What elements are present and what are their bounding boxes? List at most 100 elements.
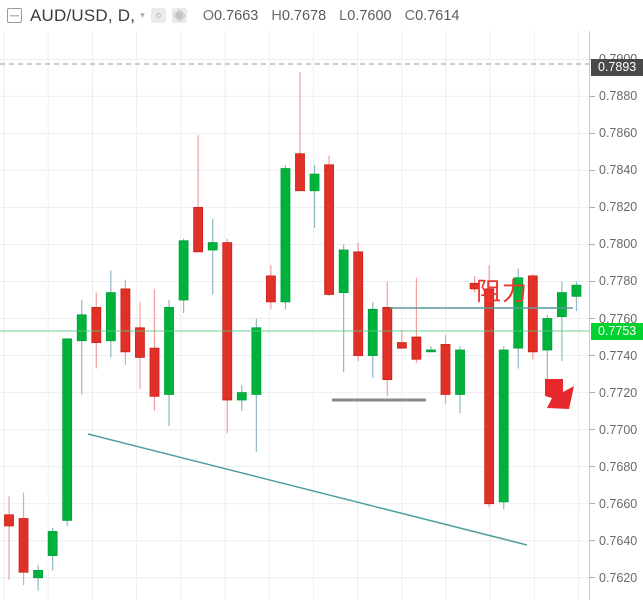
price-tick: 0.7860	[590, 126, 643, 141]
candlestick-series	[4, 72, 582, 591]
price-tick-label: 0.7860	[599, 126, 638, 141]
candle-body	[91, 307, 102, 343]
candle-body	[280, 168, 291, 303]
price-tick: 0.7760	[590, 311, 643, 326]
gear-icon[interactable]	[171, 8, 187, 23]
price-tick-label: 0.7800	[599, 237, 638, 252]
candle-body	[353, 251, 364, 356]
candle	[469, 275, 480, 293]
candle	[62, 338, 73, 526]
last-price-badge: 0.7753	[591, 322, 643, 340]
candle	[455, 346, 465, 413]
candle-body	[18, 518, 29, 573]
candle	[135, 301, 145, 389]
ohlc-c: C0.7614	[405, 8, 460, 24]
price-tick: 0.7880	[590, 89, 643, 104]
price-tick: 0.7740	[590, 348, 643, 363]
price-tick: 0.7620	[590, 570, 643, 585]
price-tick: 0.7640	[590, 533, 643, 548]
candle-body	[149, 347, 160, 397]
candle-body	[542, 318, 553, 351]
candle-body	[338, 249, 349, 293]
ohlc-key: O	[202, 7, 214, 24]
candle	[207, 218, 218, 295]
candle	[513, 268, 524, 369]
ohlc-key: L	[339, 7, 348, 24]
candle	[411, 277, 422, 363]
candle-body	[469, 282, 480, 290]
price-tick-label: 0.7840	[599, 163, 638, 178]
ohlc-key: H	[271, 7, 282, 24]
ohlc-value: 0.7600	[347, 7, 392, 24]
candle	[251, 318, 262, 452]
candle-body	[527, 275, 538, 353]
candle-body	[236, 392, 247, 401]
candle	[18, 492, 29, 586]
chart-header-toolbar: AUD/USD, D, ▾ O0.7663 H0.7678 L0.7600 C0.76…	[0, 0, 643, 31]
ohlc-value: 0.7678	[281, 7, 327, 24]
candle	[498, 346, 509, 510]
candle	[149, 288, 160, 412]
candle	[265, 264, 276, 310]
candlestick-svg	[0, 0, 589, 600]
chevron-down-icon[interactable]: ▾	[140, 10, 145, 20]
candle	[484, 264, 495, 508]
candle-body	[105, 292, 116, 342]
eye-icon[interactable]	[150, 8, 166, 23]
ohlc-o: O0.7663	[203, 8, 259, 24]
candle	[105, 270, 116, 358]
price-tick-label: 0.7660	[599, 496, 638, 511]
candle-body	[62, 338, 73, 521]
candle-body	[76, 314, 87, 342]
tick-dash	[590, 95, 595, 97]
candle	[338, 244, 349, 373]
collapse-box-icon[interactable]	[7, 8, 22, 23]
candle	[527, 274, 538, 360]
candle-body	[47, 531, 58, 556]
tick-dash	[590, 318, 595, 320]
candle-body	[440, 344, 451, 395]
price-tick: 0.7780	[590, 274, 643, 289]
candle	[571, 281, 582, 312]
price-tick-label: 0.7680	[599, 459, 638, 474]
price-tick-label: 0.7820	[599, 200, 638, 215]
price-tick: 0.7800	[590, 237, 643, 252]
price-tick: 0.7700	[590, 422, 643, 437]
candle-body	[120, 288, 131, 353]
price-tick: 0.7840	[590, 163, 643, 178]
candle-body	[4, 514, 14, 527]
candle-body	[382, 307, 393, 381]
candle-body	[484, 288, 495, 505]
price-tick: 0.7680	[590, 459, 643, 474]
price-axis[interactable]: 0.79200.79000.78800.78600.78400.78200.78…	[589, 0, 643, 600]
last-price-badge-text: 0.7753	[598, 324, 637, 338]
tick-dash	[590, 280, 595, 282]
candle-body	[295, 153, 305, 192]
candle-body	[178, 240, 189, 301]
tick-dash	[590, 540, 595, 542]
symbol-title[interactable]: AUD/USD, D,	[30, 5, 136, 25]
candle	[367, 301, 378, 378]
chart-plot-area[interactable]: 阻力	[0, 0, 589, 600]
candle	[120, 279, 131, 365]
candle	[396, 329, 407, 349]
ohlc-l: L0.7600	[339, 8, 391, 24]
price-tick-label: 0.7700	[599, 422, 638, 437]
ohlc-key: C	[404, 7, 416, 24]
candle	[4, 496, 14, 580]
candle	[193, 135, 204, 253]
candle-body	[207, 242, 218, 251]
candle	[178, 238, 189, 313]
ohlc-readout: O0.7663 H0.7678 L0.7600 C0.7614	[203, 8, 473, 24]
candle-body	[135, 327, 145, 358]
tick-dash	[590, 355, 595, 357]
candle	[440, 335, 451, 404]
candle	[309, 164, 320, 228]
candle	[222, 238, 233, 434]
downward-trendline[interactable]	[87, 433, 528, 546]
candle-body	[222, 242, 233, 401]
candle-body	[571, 284, 582, 297]
price-tick-label: 0.7760	[599, 311, 638, 326]
high-price-badge: 0.7893	[591, 58, 643, 76]
ohlc-value: 0.7614	[415, 7, 460, 24]
